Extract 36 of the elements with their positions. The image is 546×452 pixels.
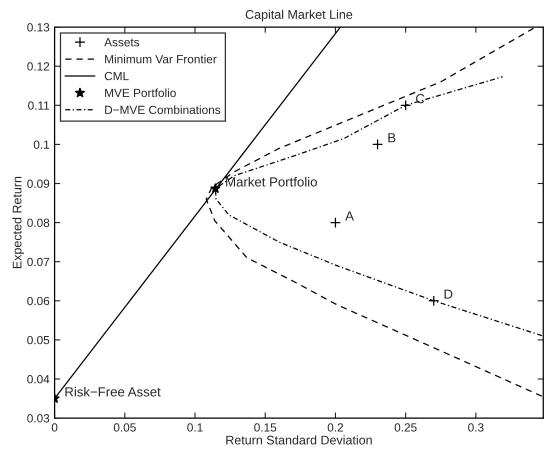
y-tick-label: 0.03: [27, 414, 50, 422]
y-tick-label: 0.11: [28, 101, 50, 110]
x-tick-label: 0.1: [187, 423, 203, 432]
legend-label: Assets: [104, 38, 140, 46]
legend-label: MVE Portfolio: [105, 88, 176, 98]
point: [400, 100, 412, 111]
x-tick-label: 0.3: [468, 423, 484, 432]
x-tick-label: 0.05: [114, 423, 136, 432]
y-tick-label: 0.13: [27, 23, 50, 32]
y-tick-label: 0.04: [27, 375, 50, 384]
point: [428, 295, 440, 306]
annotation: C: [416, 94, 424, 104]
legend-label: Minimum Var Frontier: [105, 54, 217, 64]
y-tick-label: 0.06: [27, 296, 50, 306]
annotation: B: [388, 133, 396, 142]
y-tick-label: 0.05: [27, 336, 50, 344]
y-tick-label: 0.09: [27, 180, 50, 188]
legend-label: D−MVE Combinations: [105, 105, 220, 114]
x-tick-label: 0.25: [394, 423, 417, 432]
point: [330, 217, 341, 228]
chart-title: Capital Market Line: [246, 10, 352, 22]
annotation: A: [345, 211, 354, 220]
x-tick-label: 0.2: [328, 423, 344, 432]
annotation: D: [444, 290, 452, 299]
y-tick-label: 0.12: [27, 62, 50, 71]
point: [372, 138, 384, 150]
x-axis-title: Return Standard Deviation: [226, 435, 372, 445]
y-axis-title: Expected Return: [12, 176, 24, 268]
annotation: Market Portfolio: [226, 176, 317, 187]
x-tick-label: 0: [52, 423, 58, 432]
y-tick-label: 0.07: [27, 258, 50, 266]
y-tick-label: 0.08: [27, 218, 50, 228]
y-tick-label: 0.1: [34, 140, 50, 149]
annotation: Risk−Free Asset: [65, 386, 161, 397]
legend-label: CML: [104, 72, 129, 80]
x-tick-label: 0.15: [254, 423, 276, 432]
